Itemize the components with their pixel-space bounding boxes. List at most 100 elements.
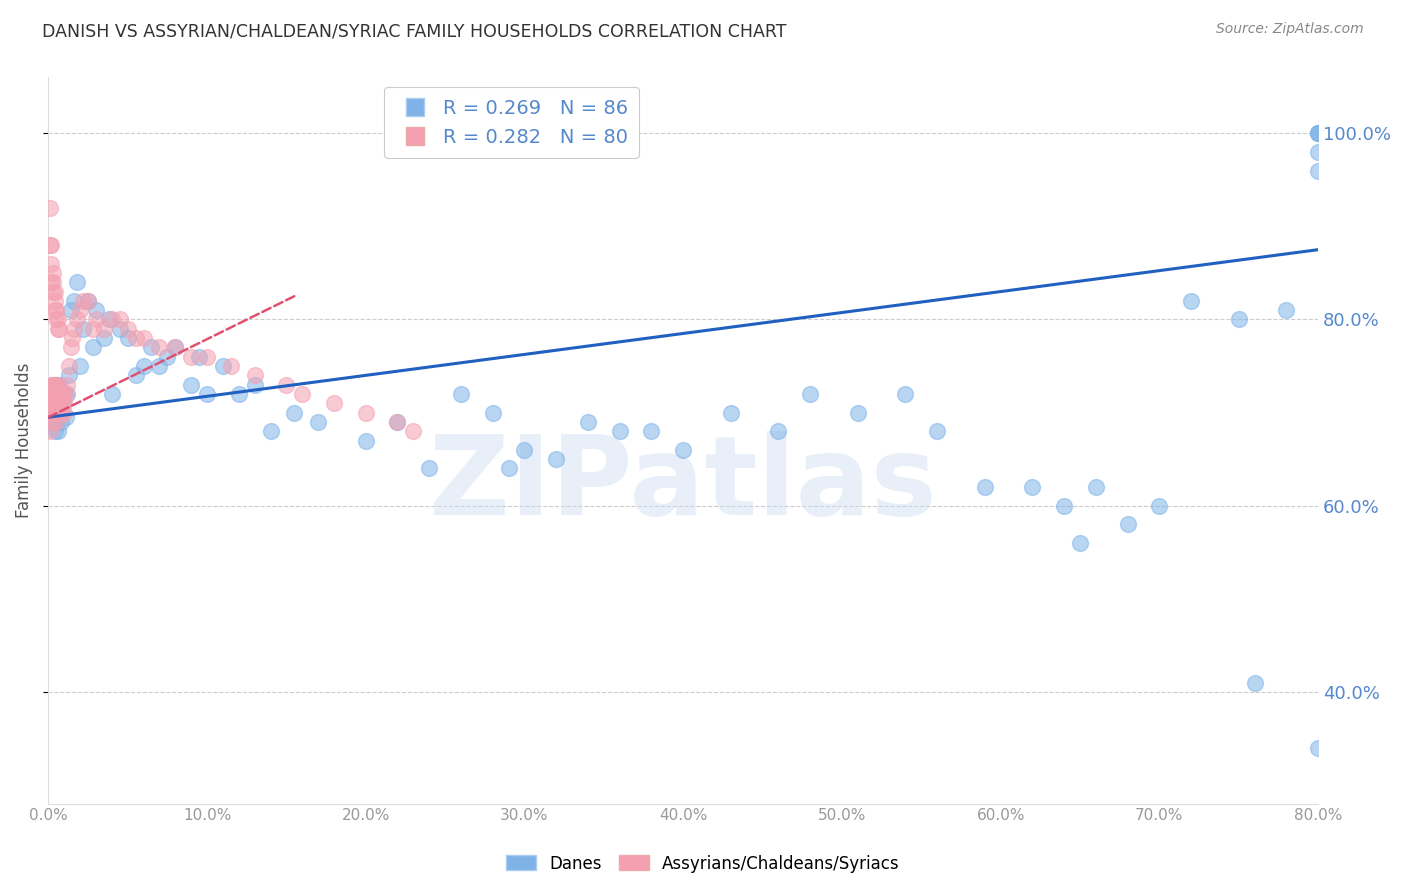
Point — [41, 275, 63, 289]
Point — [243, 377, 266, 392]
Point — [165, 340, 187, 354]
Point — [41, 238, 63, 252]
Point — [93, 331, 115, 345]
Point — [45, 312, 67, 326]
Point — [45, 406, 67, 420]
Point — [799, 387, 821, 401]
Point — [1308, 740, 1330, 755]
Point — [219, 359, 242, 373]
Point — [387, 415, 409, 429]
Point — [44, 303, 66, 318]
Point — [42, 377, 65, 392]
Point — [513, 442, 536, 457]
Point — [180, 350, 202, 364]
Point — [41, 387, 63, 401]
Point — [283, 406, 305, 420]
Point — [42, 377, 65, 392]
Point — [84, 312, 107, 326]
Point — [259, 424, 281, 438]
Point — [41, 396, 63, 410]
Point — [132, 331, 155, 345]
Point — [41, 396, 63, 410]
Point — [1021, 480, 1043, 494]
Point — [51, 396, 73, 410]
Point — [188, 350, 211, 364]
Point — [51, 396, 73, 410]
Point — [46, 312, 69, 326]
Point — [228, 387, 250, 401]
Point — [77, 293, 100, 308]
Point — [1308, 145, 1330, 159]
Point — [354, 406, 377, 420]
Point — [44, 293, 66, 308]
Point — [38, 238, 60, 252]
Point — [195, 350, 218, 364]
Point — [124, 331, 146, 345]
Point — [48, 387, 70, 401]
Point — [58, 368, 80, 383]
Point — [108, 322, 131, 336]
Point — [1053, 499, 1076, 513]
Point — [46, 387, 69, 401]
Point — [354, 434, 377, 448]
Point — [66, 312, 89, 326]
Point — [45, 387, 67, 401]
Point — [418, 461, 440, 475]
Point — [44, 387, 66, 401]
Point — [973, 480, 995, 494]
Point — [48, 406, 70, 420]
Point — [42, 396, 65, 410]
Point — [44, 406, 66, 420]
Point — [1084, 480, 1107, 494]
Point — [42, 406, 65, 420]
Point — [148, 359, 170, 373]
Point — [307, 415, 329, 429]
Point — [609, 424, 631, 438]
Point — [1308, 126, 1330, 140]
Point — [46, 424, 69, 438]
Point — [46, 322, 69, 336]
Point — [44, 377, 66, 392]
Point — [44, 387, 66, 401]
Point — [276, 377, 298, 392]
Point — [93, 322, 115, 336]
Point — [66, 275, 89, 289]
Point — [132, 359, 155, 373]
Point — [48, 377, 70, 392]
Point — [48, 406, 70, 420]
Point — [117, 322, 139, 336]
Point — [672, 442, 695, 457]
Point — [42, 266, 65, 280]
Point — [124, 368, 146, 383]
Point — [49, 387, 72, 401]
Point — [165, 340, 187, 354]
Point — [498, 461, 520, 475]
Point — [42, 415, 65, 429]
Point — [323, 396, 346, 410]
Point — [72, 293, 94, 308]
Text: DANISH VS ASSYRIAN/CHALDEAN/SYRIAC FAMILY HOUSEHOLDS CORRELATION CHART: DANISH VS ASSYRIAN/CHALDEAN/SYRIAC FAMIL… — [42, 22, 787, 40]
Point — [44, 285, 66, 299]
Point — [77, 293, 100, 308]
Point — [69, 303, 91, 318]
Point — [53, 387, 76, 401]
Point — [768, 424, 790, 438]
Point — [45, 396, 67, 410]
Point — [84, 303, 107, 318]
Point — [49, 396, 72, 410]
Point — [1149, 499, 1171, 513]
Legend: R = 0.269   N = 86, R = 0.282   N = 80: R = 0.269 N = 86, R = 0.282 N = 80 — [384, 87, 640, 158]
Point — [243, 368, 266, 383]
Text: ZIPatlas: ZIPatlas — [429, 431, 936, 538]
Point — [45, 377, 67, 392]
Point — [45, 415, 67, 429]
Point — [53, 406, 76, 420]
Point — [69, 359, 91, 373]
Point — [46, 406, 69, 420]
Point — [45, 396, 67, 410]
Point — [38, 406, 60, 420]
Point — [44, 424, 66, 438]
Point — [49, 392, 72, 406]
Point — [195, 387, 218, 401]
Legend: Danes, Assyrians/Chaldeans/Syriacs: Danes, Assyrians/Chaldeans/Syriacs — [499, 848, 907, 880]
